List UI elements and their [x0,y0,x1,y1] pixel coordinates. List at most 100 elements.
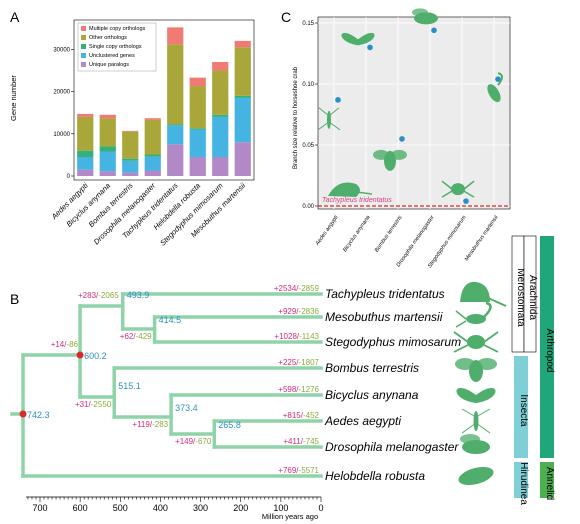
horseshoe-crab-icon [328,182,373,197]
gain-loss-label: +2534/-2859 [274,284,320,293]
bar-segment [189,86,206,129]
bar-segment [189,129,206,157]
y-tick-label: 0.15 [302,21,314,27]
species-name: Helobdella robusta [325,469,425,483]
bar-segment [212,70,229,115]
category-label: Mesobuthus martensii [464,214,500,262]
bar-segment [189,128,206,130]
bar-segment [234,97,251,143]
bar-segment [234,47,251,96]
node-age: 515.1 [118,381,141,391]
data-point [463,198,469,204]
legend-swatch [81,35,86,40]
node-gain-loss: +14/-86 [51,340,79,349]
bee-icon [373,149,407,171]
category-label: Bicyclus anynana [342,215,371,254]
butterfly-icon [341,32,375,46]
butterfly-icon [456,388,496,403]
category-label: Aedes aegypti [314,214,340,247]
legend-swatch [81,44,86,49]
panel-c-plot-area [317,16,511,210]
time-tick-label: 100 [273,503,288,513]
node-age: 742.3 [27,410,50,420]
bar-segment [234,40,251,48]
spider-icon [453,331,499,353]
legend-swatch [81,53,86,58]
fly-icon [460,434,490,454]
gain-loss-label: +1028/-1143 [274,332,319,341]
bar-segment [144,156,161,171]
panel-label-a: A [10,9,20,25]
gain-loss-label: +411/-745 [283,437,319,446]
time-tick-label: 200 [233,503,248,513]
y-tick-label: 0 [67,174,71,180]
legend-entry: Unclustered genes [89,53,135,59]
clade-bar [514,462,528,498]
panel-a-legend: Multiple copy orthologs Other orthologs Si… [77,22,157,72]
bar-segment [99,146,116,152]
bar-segment [144,170,161,176]
reference-label: Tachypleus tridentatus [322,197,392,204]
spider-icon [441,180,475,198]
species-name: Mesobuthus martensii [325,310,443,324]
y-tick-label: 0.00 [302,204,314,210]
gain-loss-label: +225/-1807 [278,358,319,367]
time-tick-label: 0 [318,503,323,513]
species-name: Aedes aegypti [324,414,401,428]
species-name: Drosophila melanogaster [325,440,459,454]
panel-c-ylabel: Branch size relative to horseshoe crab [293,66,299,169]
calibration-node [19,410,27,418]
node-gain-loss: +149/-670 [175,437,212,446]
bar-segment [212,157,229,176]
panel-c-scatter: Branch size relative to horseshoe crab 0… [293,8,511,269]
legend-entry: Multiple copy orthologs [89,26,146,32]
gain-loss-label: +769/-5571 [278,466,319,475]
bar-segment [99,171,116,176]
node-age: 414.5 [159,315,182,325]
bar-segment [167,27,184,45]
species-name: Bicyclus anynana [325,388,419,402]
clade-label: Arthropod [544,329,555,373]
bar-segment [234,142,251,176]
time-tick-label: 700 [32,503,47,513]
time-tick-label: 600 [73,503,88,513]
legend-entry: Other orthologs [89,35,127,41]
clade-label: Hirudinea [518,462,529,505]
bar-segment [189,77,206,87]
data-point [399,136,405,142]
node-age: 373.4 [175,403,198,413]
y-tick-label: 20000 [53,90,70,96]
panel-b-xlabel: Million years ago [262,512,318,521]
legend-swatch [81,62,86,67]
data-point [335,97,341,103]
node-gain-loss: +283/-2065 [78,291,119,300]
data-point [431,27,437,34]
time-tick-label: 500 [113,503,128,513]
bar-segment [167,125,184,145]
panel-a-ylabel: Gene number [9,75,18,121]
bar-segment [122,172,139,176]
time-tick-label: 400 [153,503,168,513]
legend-box [77,22,157,72]
node-gain-loss: +119/-283 [132,420,168,429]
fly-icon [412,8,438,25]
bar-segment [77,157,94,170]
clade-label: Merostomata [515,268,526,327]
category-label: Bombus terrestris [374,215,404,254]
clade-bar [540,462,554,498]
data-point [495,76,501,82]
node-gain-loss: +62/-429 [120,332,152,341]
leech-icon [458,466,494,486]
species-name: Stegodyphus mimosarum [325,335,461,349]
horseshoe-crab-icon [460,281,507,307]
bar-segment [167,144,184,176]
bar-segment [122,160,139,173]
bar-segment [77,116,94,151]
legend-entry: Unique paralogs [89,62,129,68]
gain-loss-label: +815/-452 [283,411,320,420]
bar-segment [189,157,206,176]
clade-bar [514,356,528,458]
scorpion-icon [455,301,492,328]
